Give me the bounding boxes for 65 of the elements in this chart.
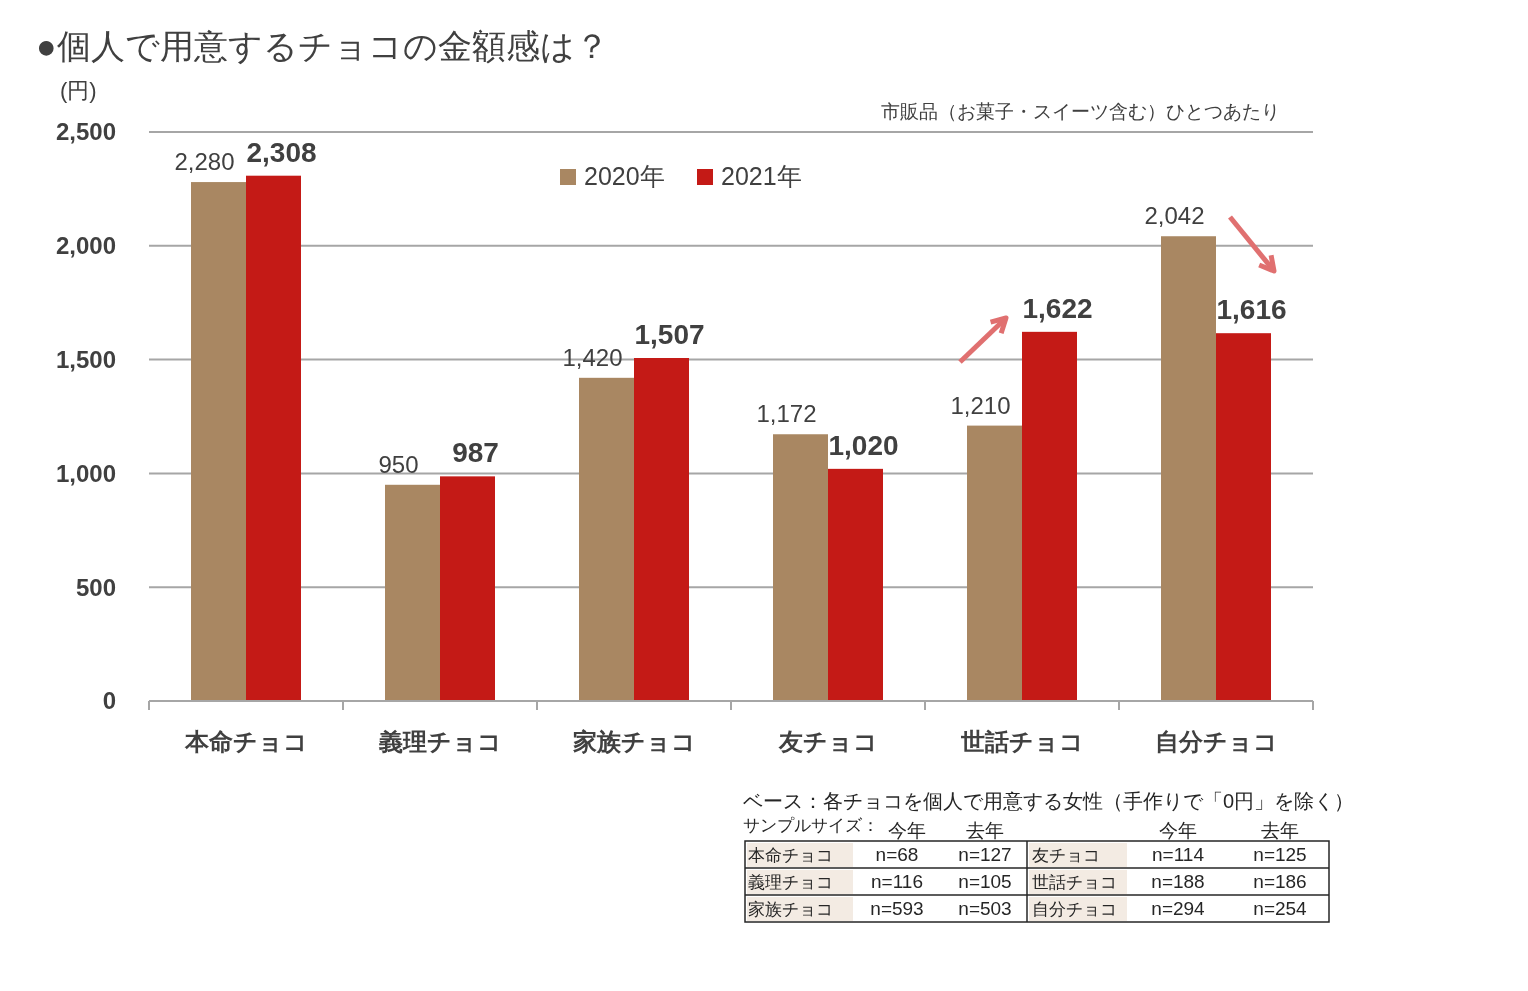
- text: 今年: [1159, 820, 1197, 841]
- text: 義理チョコ: [748, 873, 833, 892]
- text: 今年: [888, 820, 926, 841]
- x-tick-label: 友チョコ: [777, 728, 878, 755]
- y-tick-label: 1,500: [55, 346, 116, 373]
- bar: [385, 484, 440, 701]
- text: n=127: [958, 844, 1012, 865]
- data-label: 1,420: [562, 343, 623, 371]
- bar: [1216, 333, 1271, 701]
- text: n=254: [1253, 898, 1308, 919]
- chart-title: ●個人で用意するチョコの金額感は？: [36, 27, 609, 65]
- x-tick-label: 家族チョコ: [571, 728, 696, 755]
- data-label: 2,308: [246, 136, 317, 168]
- x-tick-label: 自分チョコ: [1154, 728, 1278, 755]
- text: n=116: [871, 871, 923, 892]
- bar: [967, 425, 1022, 701]
- bar: [773, 434, 828, 701]
- bar: [828, 468, 883, 701]
- text: n=68: [875, 844, 919, 865]
- data-label: 2,042: [1144, 202, 1205, 230]
- data-label: 987: [452, 437, 499, 469]
- text: n=105: [958, 871, 1012, 892]
- data-label: 1,172: [756, 400, 817, 428]
- data-label: 1,507: [634, 319, 705, 351]
- y-tick-label: 2,000: [55, 232, 116, 260]
- text: n=188: [1151, 871, 1205, 892]
- y-tick-label: 2,500: [55, 118, 116, 146]
- text: n=186: [1253, 871, 1307, 892]
- text: n=294: [1151, 898, 1206, 919]
- text: サンプルサイズ：: [743, 816, 879, 835]
- bar: [191, 182, 246, 701]
- data-label: 950: [378, 450, 419, 478]
- y-tick-label: 0: [102, 687, 116, 715]
- legend-label: 2021年: [721, 162, 802, 190]
- legend-label: 2020年: [584, 162, 665, 190]
- text: 世話チョコ: [1032, 873, 1117, 892]
- text: 本命チョコ: [748, 846, 833, 865]
- text: n=503: [958, 898, 1012, 919]
- text: 自分チョコ: [1032, 900, 1117, 919]
- bar: [634, 358, 689, 701]
- x-tick-label: 本命チョコ: [183, 728, 308, 755]
- text: 友チョコ: [1032, 846, 1100, 865]
- data-label: 1,210: [950, 391, 1011, 419]
- x-tick-label: 義理チョコ: [377, 728, 502, 755]
- y-tick-label: 500: [75, 573, 116, 601]
- data-label: 1,020: [828, 429, 899, 461]
- text: n=125: [1253, 844, 1307, 865]
- bar: [1022, 331, 1077, 701]
- bar: [1161, 236, 1216, 701]
- text: n=114: [1152, 844, 1205, 865]
- text: 去年: [1261, 820, 1299, 841]
- data-label: 1,622: [1022, 292, 1093, 324]
- bar: [440, 476, 495, 701]
- text: 家族チョコ: [748, 900, 833, 919]
- text: ベース：各チョコを個人で用意する女性（手作りで「0円」を除く）: [743, 790, 1355, 812]
- x-tick-label: 世話チョコ: [959, 728, 1084, 755]
- y-tick-label: 1,000: [55, 459, 116, 487]
- bar: [579, 377, 634, 701]
- data-label: 2,280: [174, 148, 235, 176]
- data-label: 1,616: [1216, 294, 1287, 326]
- bar: [246, 175, 301, 701]
- text: n=593: [870, 898, 924, 919]
- text: 去年: [966, 820, 1004, 841]
- y-axis-title: (円): [60, 78, 97, 103]
- chart-subtitle: 市販品（お菓子・スイーツ含む）ひとつあたり: [881, 101, 1280, 122]
